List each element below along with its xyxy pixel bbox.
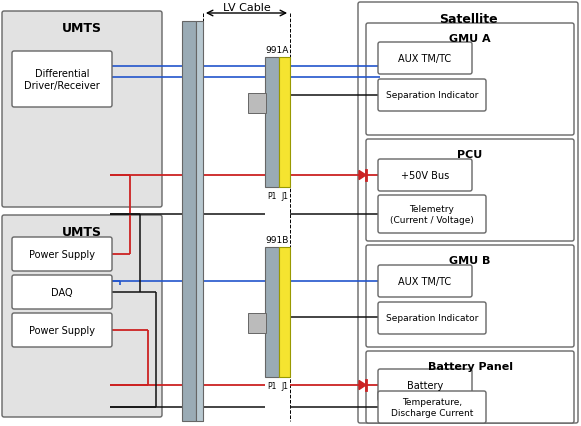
- Text: +50V Bus: +50V Bus: [401, 170, 449, 181]
- Text: 991B: 991B: [266, 236, 289, 245]
- Text: PCU: PCU: [457, 150, 483, 160]
- Text: Separation Indicator: Separation Indicator: [386, 91, 478, 100]
- FancyBboxPatch shape: [366, 351, 574, 423]
- Bar: [279, 248, 290, 377]
- Text: Separation Indicator: Separation Indicator: [386, 314, 478, 323]
- FancyBboxPatch shape: [12, 313, 112, 347]
- Text: 991A: 991A: [266, 46, 289, 55]
- Bar: [248, 313, 266, 333]
- FancyBboxPatch shape: [366, 24, 574, 136]
- FancyBboxPatch shape: [378, 265, 472, 297]
- Text: J1: J1: [281, 381, 288, 390]
- Text: Power Supply: Power Supply: [29, 325, 95, 335]
- Text: GMU A: GMU A: [449, 34, 491, 44]
- Text: DAQ: DAQ: [51, 287, 73, 297]
- Text: J1: J1: [281, 192, 288, 201]
- Text: P1: P1: [267, 381, 277, 390]
- Text: AUX TM/TC: AUX TM/TC: [399, 54, 451, 64]
- FancyBboxPatch shape: [378, 160, 472, 192]
- Text: Power Supply: Power Supply: [29, 249, 95, 259]
- FancyBboxPatch shape: [366, 140, 574, 242]
- FancyBboxPatch shape: [378, 43, 472, 75]
- Text: Satellite: Satellite: [439, 13, 497, 26]
- FancyBboxPatch shape: [2, 216, 162, 417]
- Text: AUX TM/TC: AUX TM/TC: [399, 276, 451, 286]
- FancyBboxPatch shape: [378, 80, 486, 112]
- FancyBboxPatch shape: [378, 369, 472, 401]
- FancyBboxPatch shape: [358, 3, 578, 423]
- FancyBboxPatch shape: [12, 52, 112, 108]
- FancyBboxPatch shape: [366, 245, 574, 347]
- FancyBboxPatch shape: [378, 391, 486, 423]
- FancyBboxPatch shape: [2, 12, 162, 207]
- FancyBboxPatch shape: [12, 237, 112, 271]
- Text: P1: P1: [267, 192, 277, 201]
- Polygon shape: [359, 380, 366, 390]
- Polygon shape: [359, 171, 366, 180]
- Bar: [182, 22, 196, 421]
- Text: Temperature,
Discharge Current: Temperature, Discharge Current: [391, 397, 473, 417]
- Bar: [265, 248, 279, 377]
- FancyBboxPatch shape: [378, 196, 486, 233]
- Text: Differential
Driver/Receiver: Differential Driver/Receiver: [24, 69, 100, 91]
- Bar: [196, 22, 203, 421]
- Bar: [248, 94, 266, 114]
- Text: Telemetry
(Current / Voltage): Telemetry (Current / Voltage): [390, 205, 474, 224]
- Text: UMTS: UMTS: [62, 22, 102, 35]
- Bar: [265, 58, 279, 187]
- Text: Battery Panel: Battery Panel: [428, 361, 512, 371]
- Text: UMTS: UMTS: [62, 225, 102, 239]
- Text: LV Cable: LV Cable: [223, 3, 270, 13]
- Bar: [279, 58, 290, 187]
- FancyBboxPatch shape: [12, 275, 112, 309]
- Text: Battery: Battery: [407, 380, 443, 390]
- FancyBboxPatch shape: [378, 302, 486, 334]
- Text: GMU B: GMU B: [449, 256, 491, 265]
